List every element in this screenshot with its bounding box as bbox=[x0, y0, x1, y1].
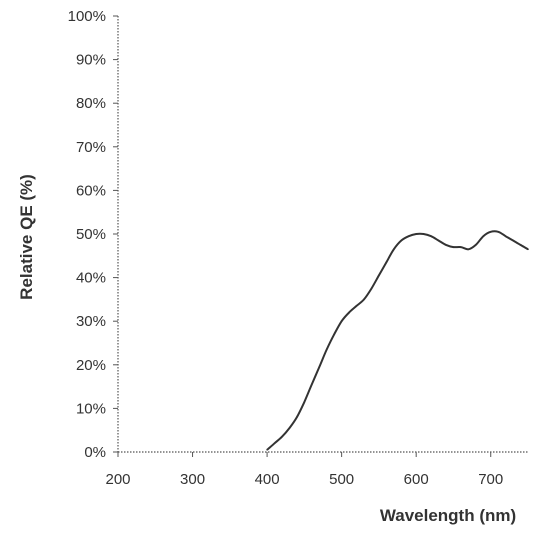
data-point bbox=[437, 239, 440, 242]
y-tick-label: 100% bbox=[68, 8, 106, 25]
data-point bbox=[460, 246, 462, 248]
data-point bbox=[370, 287, 373, 290]
data-point bbox=[400, 239, 403, 242]
data-point bbox=[363, 298, 365, 301]
y-tick-label: 10% bbox=[76, 400, 106, 417]
data-point bbox=[415, 233, 418, 235]
data-point bbox=[385, 261, 388, 264]
data-point bbox=[340, 320, 343, 323]
data-point bbox=[318, 366, 321, 368]
data-point bbox=[333, 333, 336, 336]
y-tick-label: 40% bbox=[76, 270, 106, 287]
data-point bbox=[519, 244, 522, 246]
data-point bbox=[348, 311, 350, 314]
data-point bbox=[303, 401, 306, 403]
y-tick-label: 0% bbox=[84, 444, 106, 461]
data-point bbox=[273, 442, 276, 445]
x-axis-title: Wavelength (nm) bbox=[380, 506, 516, 525]
data-point bbox=[430, 235, 432, 237]
y-tick-label: 90% bbox=[76, 52, 106, 69]
data-point bbox=[452, 246, 455, 248]
x-tick-label: 400 bbox=[255, 471, 280, 488]
x-tick-label: 600 bbox=[404, 471, 429, 488]
x-tick-label: 700 bbox=[478, 471, 503, 488]
data-point bbox=[393, 248, 395, 251]
series bbox=[266, 230, 529, 451]
data-point bbox=[445, 244, 447, 246]
data-point bbox=[512, 239, 514, 242]
y-tick-label: 20% bbox=[76, 357, 106, 374]
data-point bbox=[407, 235, 410, 237]
data-point bbox=[489, 231, 492, 233]
y-tick-label: 60% bbox=[76, 182, 106, 199]
data-point bbox=[378, 274, 380, 277]
data-point bbox=[281, 435, 283, 438]
data-point bbox=[497, 231, 500, 233]
qe-series-line bbox=[266, 230, 529, 451]
data-point bbox=[422, 233, 425, 235]
data-point bbox=[266, 449, 268, 451]
x-tick-label: 200 bbox=[105, 471, 130, 488]
ticks: 0% 10% 20% 30% 40% 50% 60% 70% 80% 90% 100% 200 300 4… bbox=[68, 8, 504, 488]
y-axis-title: Relative QE (%) bbox=[17, 174, 36, 300]
data-point bbox=[482, 235, 485, 237]
x-tick-label: 500 bbox=[329, 471, 354, 488]
axes bbox=[117, 16, 528, 453]
y-tick-label: 70% bbox=[76, 139, 106, 156]
data-point bbox=[527, 248, 529, 251]
data-point bbox=[504, 235, 507, 237]
data-point bbox=[288, 427, 291, 429]
x-tick-label: 300 bbox=[180, 471, 205, 488]
y-tick-label: 30% bbox=[76, 313, 106, 330]
data-point bbox=[475, 244, 477, 246]
y-tick-label: 80% bbox=[76, 95, 106, 112]
data-point bbox=[467, 248, 470, 251]
y-tick-label: 50% bbox=[76, 226, 106, 243]
data-point bbox=[311, 383, 313, 386]
data-point bbox=[325, 348, 328, 351]
data-point bbox=[296, 416, 298, 418]
data-point bbox=[355, 305, 358, 307]
